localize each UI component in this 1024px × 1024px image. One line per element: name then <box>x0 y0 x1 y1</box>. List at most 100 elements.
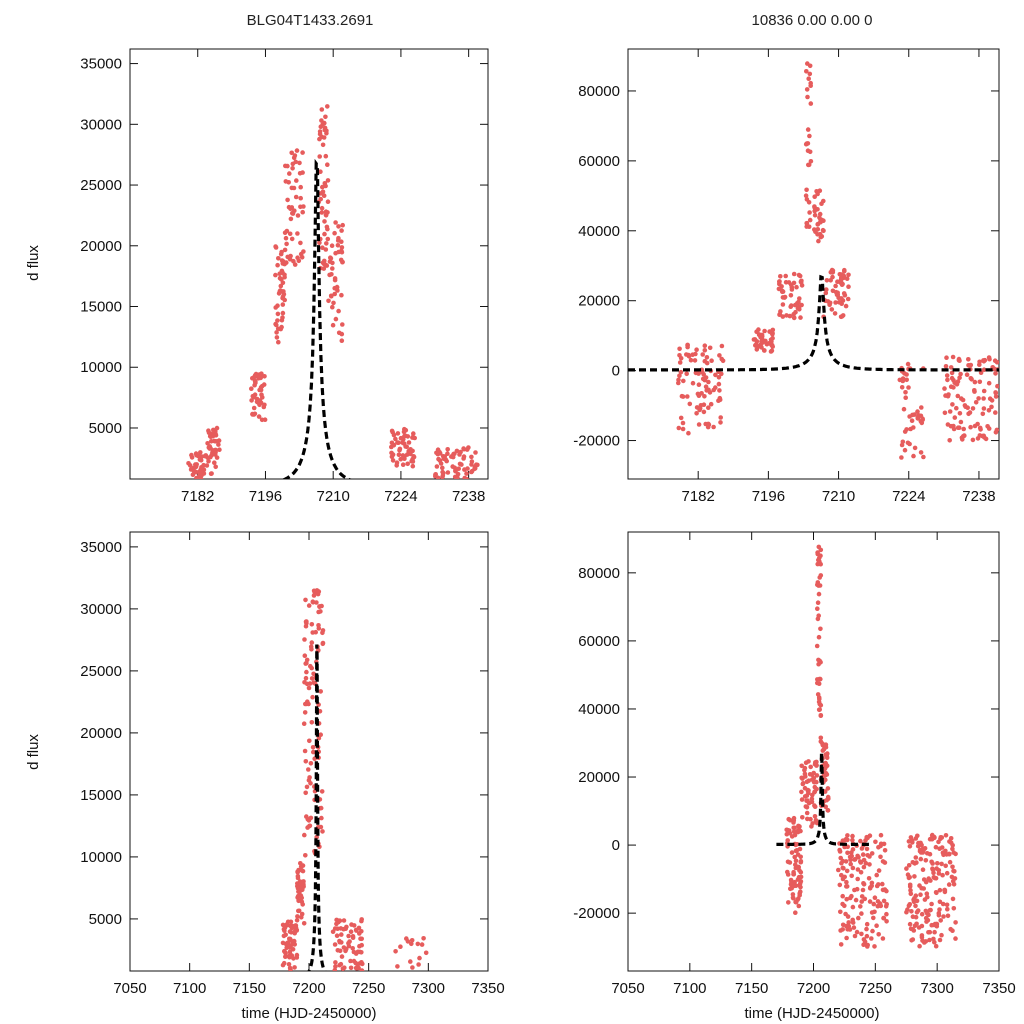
data-point <box>711 387 716 393</box>
x-tick-label: 7100 <box>173 980 206 997</box>
data-point <box>465 466 470 471</box>
data-point <box>835 292 841 298</box>
data-point <box>251 405 257 411</box>
data-point <box>986 408 992 413</box>
data-point <box>295 886 301 891</box>
data-point <box>693 351 698 357</box>
y-tick-label: -20000 <box>573 905 620 922</box>
data-point <box>323 213 329 218</box>
data-point <box>950 846 955 852</box>
data-point <box>806 224 812 229</box>
data-point <box>397 446 403 452</box>
panel-top-right: -20000 0 20000 40000 60000 80000 7182 7196 7210 7… <box>573 48 1000 505</box>
data-point <box>403 433 408 439</box>
data-point <box>881 841 887 847</box>
data-point <box>359 942 365 948</box>
data-point <box>759 339 764 344</box>
data-point <box>393 436 398 442</box>
data-point <box>296 908 301 914</box>
data-point <box>903 395 908 401</box>
data-point <box>290 210 295 216</box>
ylabel-top: d flux <box>25 245 42 281</box>
data-point <box>878 854 883 860</box>
data-point <box>804 69 809 74</box>
data-point <box>783 273 788 279</box>
data-point <box>276 255 281 261</box>
data-point <box>337 918 343 923</box>
data-point <box>930 832 935 838</box>
data-point <box>453 469 458 474</box>
data-point <box>389 450 394 456</box>
data-point <box>939 835 945 840</box>
data-point <box>403 427 409 433</box>
data-point <box>864 933 870 939</box>
data-point <box>874 923 879 928</box>
data-point <box>814 763 819 768</box>
data-point <box>863 860 869 866</box>
data-point <box>324 241 329 246</box>
data-point <box>328 255 333 260</box>
data-point <box>201 462 206 468</box>
data-point <box>954 382 960 387</box>
data-point <box>921 454 926 460</box>
data-point <box>919 923 925 929</box>
data-point <box>317 154 323 159</box>
data-point <box>905 907 910 912</box>
data-point <box>194 462 199 467</box>
data-point <box>884 911 889 917</box>
data-point <box>289 150 295 156</box>
data-point <box>869 936 874 941</box>
data-point <box>336 235 341 241</box>
data-point <box>872 944 877 949</box>
data-point <box>309 647 314 652</box>
y-tick-label: 10000 <box>80 359 122 376</box>
data-point <box>282 297 288 303</box>
data-point <box>690 380 696 386</box>
x-tick-label: 7238 <box>962 488 995 505</box>
data-point <box>917 883 922 888</box>
data-point <box>340 222 346 228</box>
data-point <box>307 775 312 780</box>
y-tick-label: -20000 <box>573 433 620 450</box>
data-point <box>273 272 278 278</box>
data-point <box>680 420 686 426</box>
data-point <box>870 928 875 934</box>
data-point <box>865 853 870 858</box>
data-point <box>880 859 886 864</box>
data-point <box>702 348 708 353</box>
data-point <box>708 401 714 407</box>
data-point <box>975 436 981 441</box>
data-point <box>798 889 803 894</box>
data-point <box>678 369 684 375</box>
data-point <box>322 231 327 237</box>
data-point <box>437 458 443 463</box>
data-point <box>208 454 213 460</box>
data-point <box>359 936 365 942</box>
data-point <box>805 94 810 100</box>
data-point <box>904 372 909 377</box>
data-point <box>314 834 320 840</box>
data-point <box>677 346 682 352</box>
data-point <box>209 439 214 444</box>
data-point <box>339 292 344 298</box>
data-point <box>899 442 905 448</box>
data-point <box>259 373 264 378</box>
data-point <box>410 965 415 970</box>
data-point <box>198 450 203 455</box>
data-point <box>798 859 804 864</box>
data-point <box>206 445 212 450</box>
data-point <box>804 141 810 146</box>
data-point <box>339 932 344 937</box>
data-point <box>941 914 946 919</box>
data-point <box>844 879 849 885</box>
data-point <box>951 882 957 887</box>
data-point <box>762 328 767 334</box>
data-point <box>880 887 886 893</box>
data-point <box>790 895 796 900</box>
data-point <box>692 358 698 363</box>
plot-frame <box>129 531 489 972</box>
data-point <box>206 458 211 464</box>
data-point <box>803 804 809 809</box>
data-point <box>981 388 987 394</box>
x-tick-label: 7050 <box>113 980 146 997</box>
